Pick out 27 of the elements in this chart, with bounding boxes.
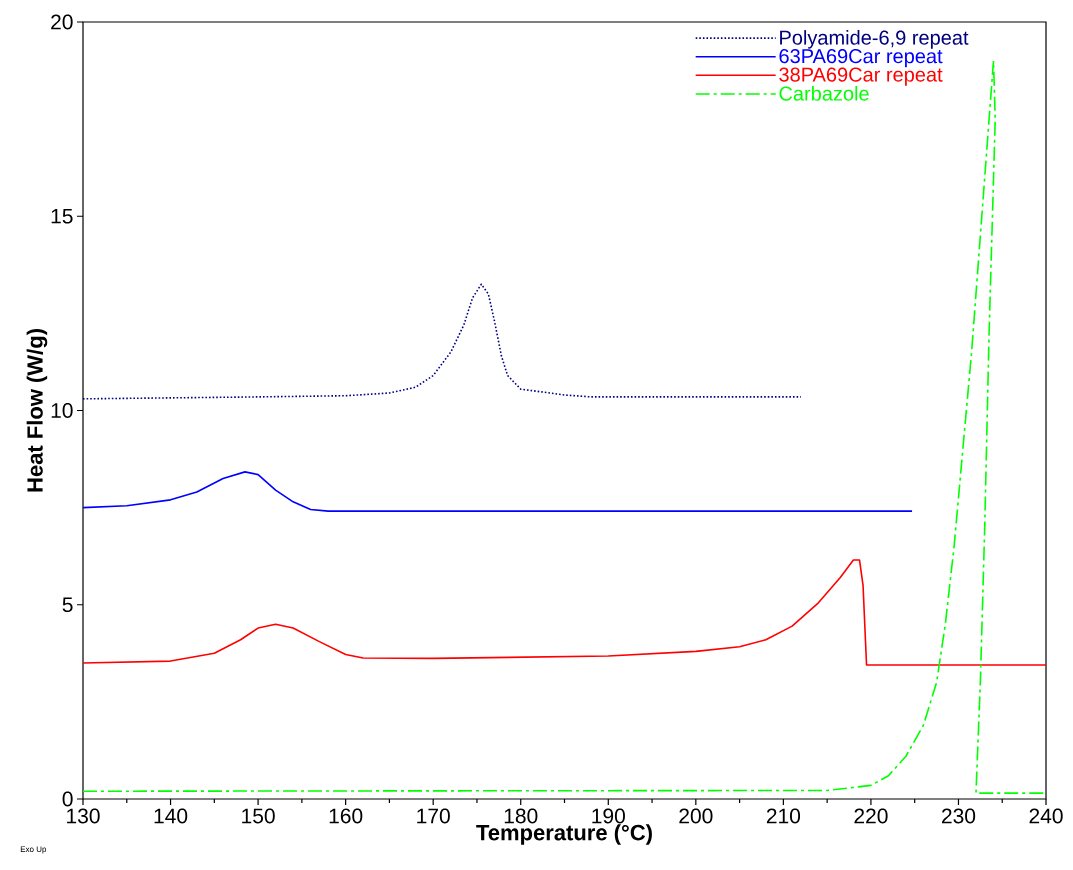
x-tick-label: 200	[679, 808, 713, 824]
y-tick-label: 0	[62, 791, 73, 807]
x-tick-label: 230	[942, 808, 976, 824]
line-series	[83, 283, 802, 400]
x-tick-label: 190	[592, 808, 625, 824]
legend-label: Polyamide-6,9 repeat	[780, 30, 969, 49]
x-tick-label: 180	[504, 808, 538, 824]
x-tick-label: 240	[1029, 808, 1063, 824]
x-axis-title: Temperature (°C)	[476, 824, 652, 845]
y-tick-label: 20	[51, 14, 73, 30]
x-tick-label: 130	[67, 808, 100, 824]
x-tick-label: 170	[417, 808, 450, 824]
line-series	[83, 471, 913, 512]
x-tick-label: 210	[766, 808, 801, 824]
text: Exo Up	[20, 846, 47, 854]
y-tick-label: 5	[62, 597, 73, 613]
x-tick-label: 160	[329, 808, 363, 824]
x-tick-label: 150	[242, 808, 275, 824]
x-tick-label: 140	[154, 808, 188, 824]
x-tick-label: 220	[854, 808, 888, 824]
legend-label: 38PA69Car repeat	[779, 67, 943, 86]
legend-label: Carbazole	[779, 86, 869, 101]
y-axis-title: Heat Flow (W/g)	[26, 329, 48, 492]
y-tick-label: 10	[51, 403, 73, 418]
legend-label: 63PA69Car repeat	[779, 49, 943, 68]
y-tick-label: 15	[51, 208, 73, 224]
line-series	[83, 559, 1047, 666]
